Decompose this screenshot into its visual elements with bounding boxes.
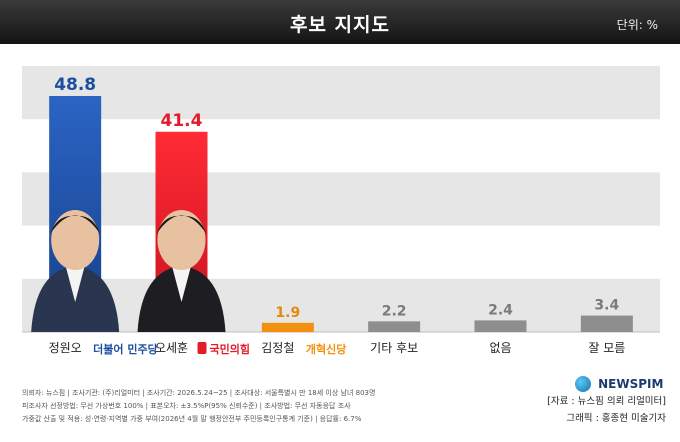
category-label: 잘 모름	[588, 341, 625, 355]
logo-text: NEWSPIM	[598, 376, 664, 391]
party-logo-icon	[197, 342, 207, 354]
party-label: 개혁신당	[306, 342, 346, 356]
category-label: 오세훈	[155, 341, 188, 355]
value-label: 1.9	[275, 305, 300, 321]
chart-header: 후보 지지도 단위: %	[0, 0, 680, 44]
grid-band	[22, 278, 660, 332]
value-label: 2.2	[382, 303, 407, 319]
value-label: 3.4	[594, 298, 619, 314]
newspim-logo: NEWSPIM	[575, 373, 675, 392]
candidate-hair	[156, 215, 207, 234]
candidate-face	[51, 210, 100, 270]
category-label: 김정철	[261, 341, 294, 355]
chart-title: 후보 지지도	[289, 14, 390, 36]
candidate-shirt	[172, 268, 191, 302]
value-label: 48.8	[54, 75, 96, 95]
unit-label: 단위: %	[616, 18, 658, 32]
category-label: 정원오	[49, 341, 82, 355]
category-label: 기타 후보	[370, 341, 418, 355]
newspim-logo-icon	[575, 375, 591, 392]
bar-chart: 48.8 정원오 더불어 민주당 41.4 오세훈 국민의힘 1.9 김정철 개혁신당 2.2 기타…	[22, 66, 660, 356]
grid-band	[22, 172, 660, 226]
value-label: 2.4	[488, 302, 513, 318]
candidate-shirt	[66, 268, 85, 302]
graphic-credit: 그래픽 : 홍종현 미술기자	[566, 413, 666, 424]
survey-footnote: 의뢰자: 뉴스핌 | 조사기관: (주)리얼미터 | 조사기간: 2026.5.…	[22, 387, 492, 426]
party-label: 더불어 민주당	[93, 342, 158, 356]
footnote-line: 가중값 산출 및 적용: 성·연령·지역별 가중 부여(2026년 4월 말 행…	[22, 415, 362, 423]
candidate-face	[157, 210, 206, 270]
bar-4	[368, 321, 421, 332]
bar-6	[580, 315, 633, 332]
category-label: 없음	[489, 341, 511, 355]
credits: [자료 : 뉴스핌 의뢰 리얼미터] 그래픽 : 홍종현 미술기자	[547, 393, 666, 427]
footnote-line: 의뢰자: 뉴스핌 | 조사기관: (주)리얼미터 | 조사기간: 2026.5.…	[22, 389, 376, 397]
bar-5	[474, 320, 527, 332]
party-label: 국민의힘	[210, 342, 250, 356]
footnote-line: 피조사자 선정방법: 무선 가상번호 100% | 표본오차: ±3.5%P(9…	[22, 402, 351, 410]
value-label: 41.4	[161, 111, 203, 131]
candidate-hair	[50, 215, 101, 234]
grid-band	[22, 66, 660, 120]
bar-3	[261, 322, 314, 332]
source-credit: [자료 : 뉴스핌 의뢰 리얼미터]	[547, 396, 666, 407]
